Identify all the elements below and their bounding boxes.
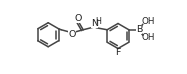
Text: F: F [115,48,121,57]
Text: OH: OH [141,33,155,42]
Text: H: H [95,17,101,26]
Text: O: O [68,30,76,39]
Text: OH: OH [141,17,155,26]
Text: O: O [74,14,82,23]
Text: B: B [136,25,142,34]
Text: N: N [91,19,98,28]
